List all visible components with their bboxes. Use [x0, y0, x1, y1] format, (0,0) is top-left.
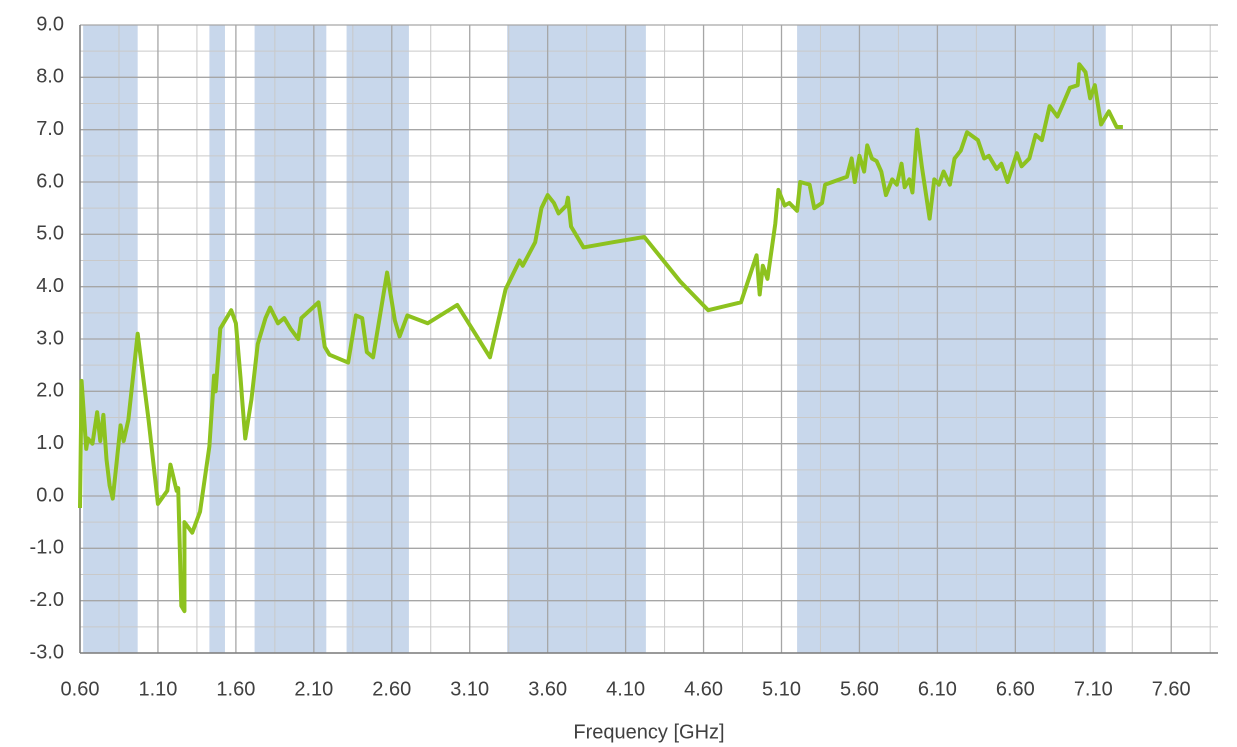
x-tick-label: 2.60 — [372, 678, 411, 700]
y-tick-label: 7.0 — [36, 118, 64, 140]
y-tick-label: 8.0 — [36, 66, 64, 88]
y-tick-label: -1.0 — [30, 537, 64, 559]
x-tick-label: 6.10 — [918, 678, 957, 700]
y-tick-label: 0.0 — [36, 484, 64, 506]
x-tick-label: 2.10 — [294, 678, 333, 700]
x-axis-label: Frequency [GHz] — [573, 721, 724, 743]
x-tick-label: 3.10 — [450, 678, 489, 700]
y-tick-label: -3.0 — [30, 641, 64, 663]
x-tick-label: 4.60 — [684, 678, 723, 700]
y-tick-label: 1.0 — [36, 432, 64, 454]
y-tick-label: 3.0 — [36, 327, 64, 349]
y-tick-label: 9.0 — [36, 13, 64, 35]
x-tick-label: 7.10 — [1074, 678, 1113, 700]
x-tick-label: 5.60 — [840, 678, 879, 700]
x-tick-label: 5.10 — [762, 678, 801, 700]
x-tick-label: 4.10 — [606, 678, 645, 700]
x-tick-label: 1.10 — [138, 678, 177, 700]
y-tick-label: -2.0 — [30, 589, 64, 611]
y-tick-label: 5.0 — [36, 223, 64, 245]
x-tick-label: 3.60 — [528, 678, 567, 700]
y-tick-label: 4.0 — [36, 275, 64, 297]
x-tick-label: 6.60 — [996, 678, 1035, 700]
x-tick-label: 0.60 — [61, 678, 100, 700]
x-tick-label: 1.60 — [216, 678, 255, 700]
y-tick-label: 6.0 — [36, 170, 64, 192]
data-line — [78, 62, 1123, 614]
x-tick-label: 7.60 — [1152, 678, 1191, 700]
y-tick-label: 2.0 — [36, 380, 64, 402]
